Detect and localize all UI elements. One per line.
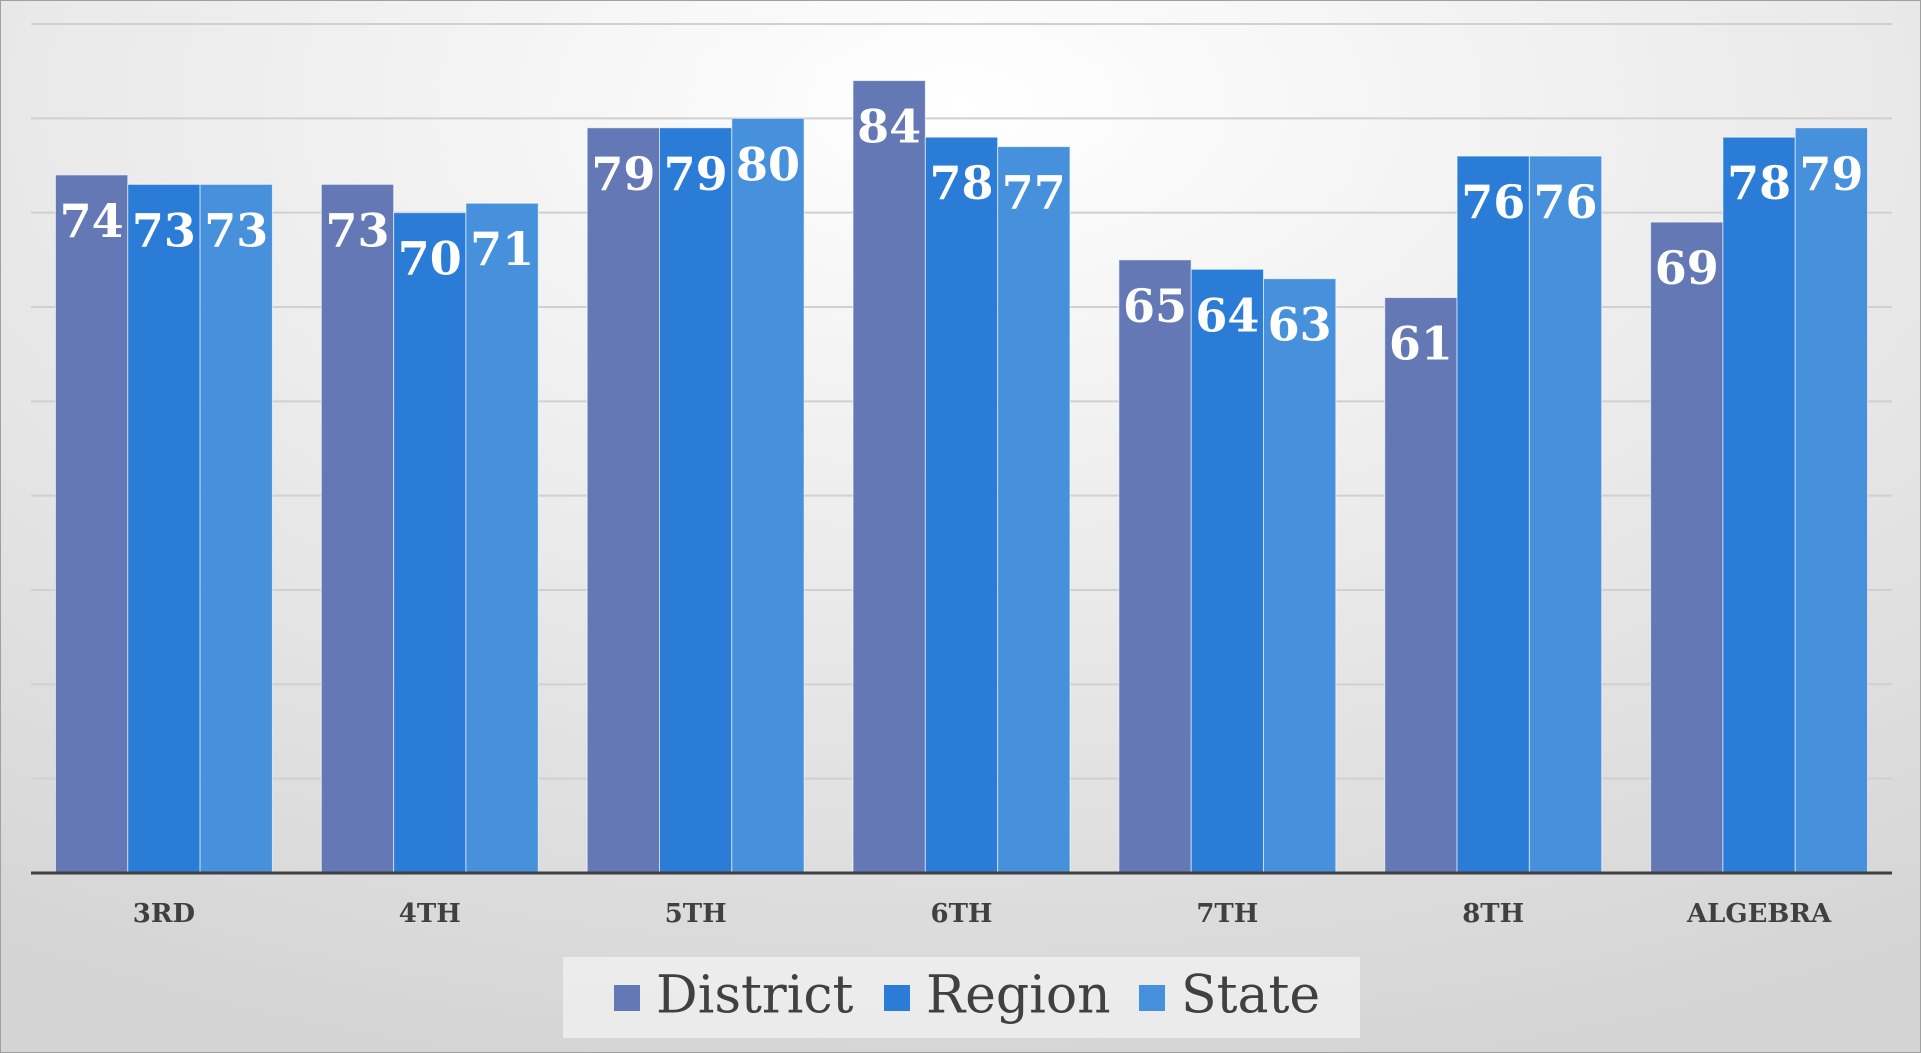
data-label: 76 [1534,175,1598,229]
data-label: 84 [857,100,921,154]
x-tick-label: 4TH [399,899,461,929]
bar [320,183,395,874]
bar [731,117,805,874]
data-label: 80 [736,137,800,191]
bar [393,212,467,874]
data-label: 65 [1123,279,1187,333]
legend-swatch [884,985,910,1011]
bar [924,136,999,874]
data-label: 69 [1655,241,1719,295]
bar [586,127,660,874]
x-tick-label: 5TH [665,899,727,929]
bar [658,127,733,874]
bar [54,174,129,874]
data-label: 71 [470,222,534,276]
bar [997,146,1071,874]
bar [1190,268,1265,874]
data-label: 78 [929,156,993,210]
data-label: 73 [325,203,389,257]
data-label: 77 [1002,166,1066,220]
bar [1650,221,1724,874]
x-tick-label: ALGEBRA [1686,899,1832,929]
legend-swatch [614,985,640,1011]
data-label: 79 [1799,147,1863,201]
data-label: 79 [664,147,728,201]
bar [1456,155,1530,874]
data-label: 76 [1461,175,1525,229]
data-label: 78 [1727,156,1791,210]
x-tick-label: 8TH [1462,899,1524,929]
data-label: 73 [204,203,268,257]
data-label: 64 [1195,288,1259,342]
bar [199,183,273,874]
data-label: 63 [1268,298,1332,352]
x-tick-label: 7TH [1196,899,1258,929]
bar [465,202,539,874]
bar [1794,127,1869,874]
bar [1384,297,1458,874]
data-label: 79 [591,147,655,201]
legend-label: District [656,966,854,1026]
bar [1263,278,1337,874]
x-tick-label: 3RD [133,899,195,929]
legend-swatch [1139,985,1165,1011]
legend-label: Region [926,966,1111,1026]
bar [1118,259,1192,874]
data-label: 70 [398,232,462,286]
legend-box [563,957,1360,1038]
data-label: 61 [1389,317,1453,371]
bar [1528,155,1603,874]
data-label: 74 [60,194,124,248]
bar [1722,136,1796,874]
x-tick-label: 6TH [930,899,992,929]
bar [852,80,926,874]
legend-label: State [1181,966,1320,1026]
bar [127,183,201,874]
data-label: 73 [132,203,196,257]
